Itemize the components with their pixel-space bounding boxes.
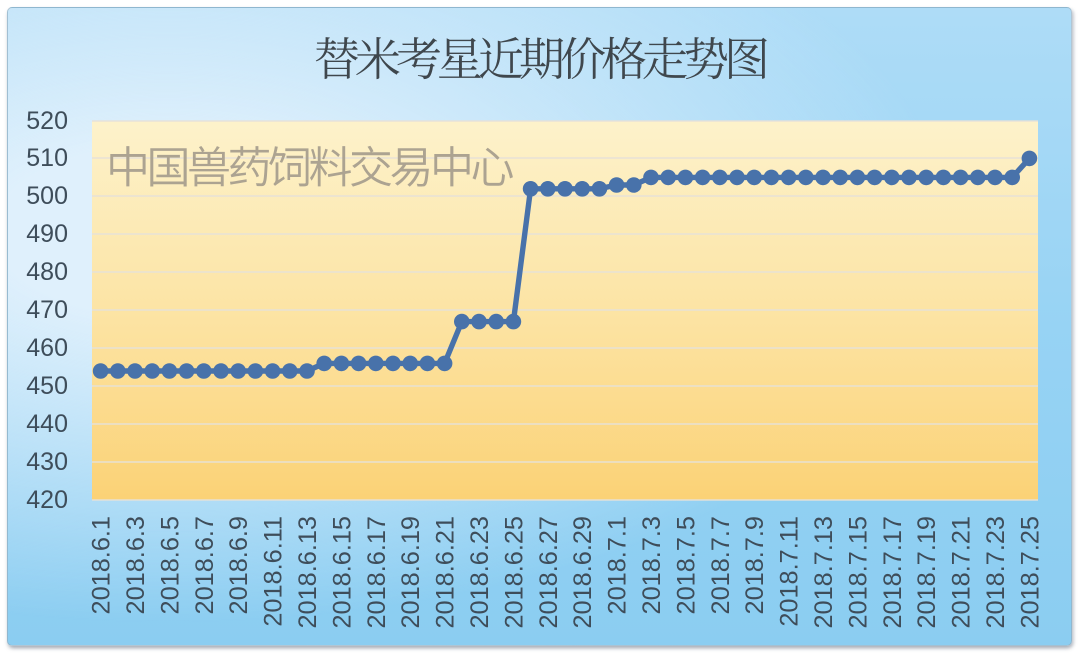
svg-text:2018.7.3: 2018.7.3 <box>638 516 666 614</box>
svg-text:2018.6.3: 2018.6.3 <box>122 516 150 614</box>
svg-text:2018.7.25: 2018.7.25 <box>1016 516 1044 629</box>
svg-text:2018.6.17: 2018.6.17 <box>363 516 391 629</box>
svg-text:2018.6.15: 2018.6.15 <box>328 516 356 629</box>
svg-text:2018.6.11: 2018.6.11 <box>260 516 288 627</box>
svg-text:2018.6.19: 2018.6.19 <box>397 516 425 629</box>
svg-text:2018.6.21: 2018.6.21 <box>432 516 460 629</box>
svg-text:2018.7.17: 2018.7.17 <box>879 516 907 629</box>
svg-text:2018.7.9: 2018.7.9 <box>741 516 769 614</box>
svg-text:2018.6.13: 2018.6.13 <box>294 516 322 629</box>
svg-text:2018.6.5: 2018.6.5 <box>156 516 184 614</box>
svg-text:2018.7.1: 2018.7.1 <box>604 516 632 614</box>
svg-text:2018.7.13: 2018.7.13 <box>810 516 838 629</box>
svg-text:2018.7.23: 2018.7.23 <box>982 516 1010 629</box>
svg-text:2018.6.9: 2018.6.9 <box>225 516 253 614</box>
svg-text:2018.7.21: 2018.7.21 <box>948 516 976 629</box>
svg-text:2018.6.25: 2018.6.25 <box>500 516 528 629</box>
svg-text:2018.7.19: 2018.7.19 <box>913 516 941 629</box>
svg-text:2018.6.29: 2018.6.29 <box>569 516 597 629</box>
svg-text:2018.6.27: 2018.6.27 <box>535 516 563 629</box>
svg-text:2018.7.15: 2018.7.15 <box>844 516 872 629</box>
svg-text:2018.7.5: 2018.7.5 <box>672 516 700 614</box>
svg-text:2018.6.1: 2018.6.1 <box>88 516 116 614</box>
svg-text:2018.7.7: 2018.7.7 <box>707 516 735 614</box>
svg-text:2018.6.23: 2018.6.23 <box>466 516 494 629</box>
svg-text:2018.6.7: 2018.6.7 <box>191 516 219 614</box>
svg-text:2018.7.11: 2018.7.11 <box>776 516 804 627</box>
